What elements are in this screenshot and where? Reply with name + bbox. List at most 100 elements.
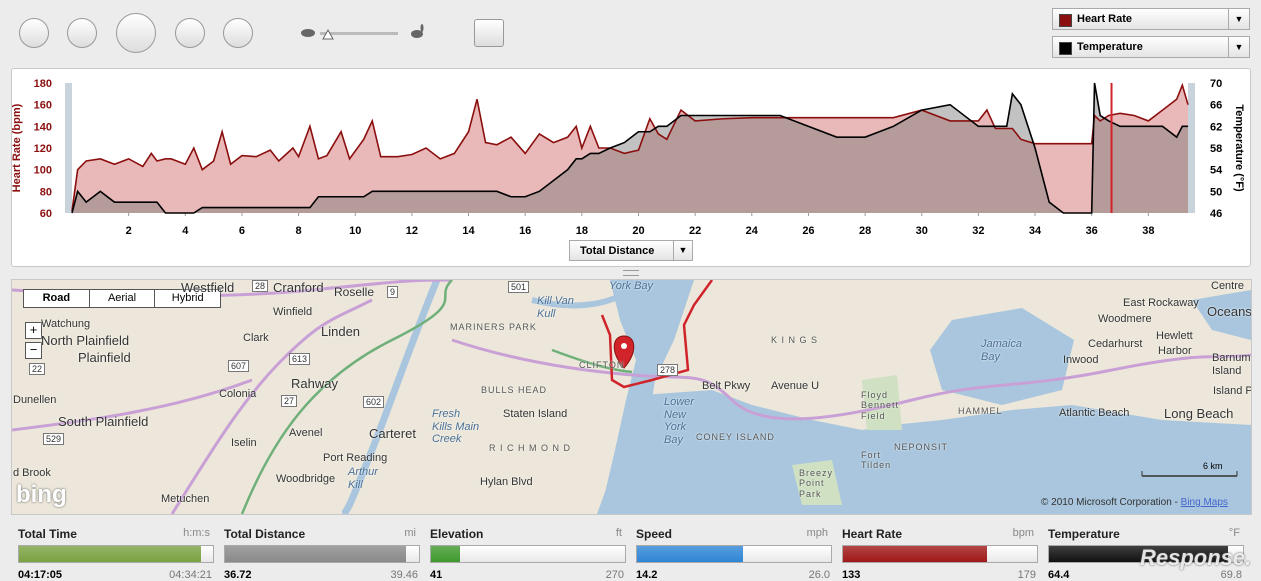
x-tick-label: 8: [296, 225, 302, 237]
route-shield: 278: [657, 364, 679, 376]
stat-label: Total Distance: [224, 527, 306, 541]
y2-tick-label: 70: [1210, 78, 1222, 90]
stat-value: 133: [842, 569, 861, 581]
map-label: Fresh Kills Main Creek: [432, 408, 480, 446]
map-label: NEPONSIT: [894, 442, 949, 452]
stat: Heart Rate bpm 133 179: [836, 520, 1038, 581]
x-tick-label: 16: [519, 225, 531, 237]
map-label: Dunellen: [13, 394, 57, 406]
route-shield: 501: [508, 281, 530, 293]
step-back-button[interactable]: [67, 18, 97, 48]
stat-label: Elevation: [430, 527, 484, 541]
map-label: Rahway: [291, 376, 338, 391]
stat-fill: [1049, 546, 1228, 562]
stat-fill: [19, 546, 201, 562]
series-area: [72, 83, 1188, 213]
x-axis-selector[interactable]: Total Distance ▼: [569, 240, 693, 261]
x-tick-label: 20: [632, 225, 644, 237]
play-button[interactable]: [116, 13, 156, 53]
zoom-out[interactable]: −: [25, 342, 42, 359]
route-shield: 607: [228, 360, 250, 372]
map-label: Belt Pkwy: [702, 380, 751, 392]
stat-unit: bpm: [1012, 527, 1034, 539]
y2-tick-label: 46: [1210, 208, 1222, 220]
map-label: Barnum Island: [1212, 352, 1251, 377]
map-label: MARINERS PARK: [450, 322, 537, 332]
y-tick-label: 80: [40, 186, 52, 198]
stat-bar: [636, 545, 832, 563]
stat-value: 36.72: [224, 569, 252, 581]
y-tick-label: 180: [34, 78, 52, 90]
series-selector[interactable]: Heart Rate ▼: [1052, 8, 1250, 30]
x-tick-label: 30: [916, 225, 928, 237]
view-button[interactable]: Aerial: [90, 290, 156, 307]
fullscreen-button[interactable]: [474, 19, 504, 47]
stat-value: 14.2: [636, 569, 658, 581]
y2-tick-label: 58: [1210, 143, 1222, 155]
map[interactable]: Road Aerial Hybrid + − bing 6 km © 2010 …: [11, 279, 1252, 515]
zoom-in[interactable]: +: [25, 322, 42, 339]
x-tick-label: 26: [802, 225, 814, 237]
stat-unit: °F: [1228, 527, 1240, 539]
skip-start-button[interactable]: [19, 18, 49, 48]
arrow: ▼: [673, 241, 692, 260]
map-label: Avenue U: [771, 380, 820, 392]
map-label: Colonia: [219, 388, 257, 400]
x-tick-label: 38: [1142, 225, 1154, 237]
map-label: Avenel: [289, 427, 323, 439]
stat-label: Total Time: [18, 527, 77, 541]
view-button[interactable]: Hybrid: [171, 292, 204, 304]
arrow: ▼: [1228, 9, 1249, 29]
stat-label: Heart Rate: [842, 527, 903, 541]
stat-max: 39.46: [390, 569, 418, 581]
map-label: Linden: [321, 324, 361, 339]
series-selector[interactable]: Temperature ▼: [1052, 36, 1250, 58]
map-label: Hewlett: [1156, 330, 1193, 342]
view-switch: Road Aerial Hybrid: [23, 289, 221, 308]
route-shield: 22: [29, 363, 46, 375]
map-label: Woodmere: [1098, 313, 1152, 325]
stat-label: Temperature: [1048, 527, 1120, 541]
copyright-link[interactable]: Bing Maps: [1180, 497, 1228, 508]
stat-value: 64.4: [1048, 569, 1070, 581]
map-label: Westfield: [181, 280, 235, 295]
x-tick-label: 18: [576, 225, 588, 237]
view-button[interactable]: Road: [24, 290, 90, 307]
stat-unit: mi: [404, 527, 416, 539]
map-label: R I C H M O N D: [489, 443, 571, 453]
selector-label: Heart Rate: [1077, 13, 1133, 25]
x-tick-label: 10: [349, 225, 361, 237]
skip-end-button[interactable]: [223, 18, 253, 48]
step-forward-button[interactable]: [175, 18, 205, 48]
map-label: East Rockaway: [1123, 297, 1199, 309]
route-shield: 28: [252, 280, 269, 292]
map-label: Woodbridge: [276, 473, 336, 485]
map-label: Inwood: [1063, 354, 1099, 366]
map-label: Port Reading: [323, 452, 388, 464]
series-line: [71, 82, 1189, 211]
map-label: Carteret: [369, 426, 416, 441]
map-label: Floyd Bennett Field: [861, 390, 900, 421]
stat: Total Time h:m:s 04:17:05 04:34:21: [12, 520, 214, 581]
map-label: Fort Tilden: [861, 450, 892, 471]
x-tick-label: 22: [689, 225, 701, 237]
map-label: Arthur Kill: [348, 466, 378, 491]
route: [600, 280, 714, 389]
y2-tick-label: 66: [1210, 100, 1222, 112]
map-label: d Brook: [13, 467, 51, 479]
axis-band: [65, 83, 72, 213]
y2-tick-label: 62: [1210, 121, 1222, 133]
stat-bar: [842, 545, 1038, 563]
route-shield: 602: [363, 396, 385, 408]
pin[interactable]: [613, 335, 635, 369]
map-label: Harbor: [1158, 345, 1192, 357]
map-label: Breezy Point Park: [799, 468, 834, 499]
map-shapes: [12, 280, 1251, 514]
map-label: Plainfield: [78, 350, 131, 365]
stat: Elevation ft 41 270: [424, 520, 626, 581]
splitter[interactable]: [623, 270, 639, 276]
map-label: Iselin: [231, 437, 257, 449]
map-label: Jamaica Bay: [981, 338, 1022, 363]
stat-bar: [430, 545, 626, 563]
stat: Temperature °F 64.4 69.8: [1042, 520, 1244, 581]
